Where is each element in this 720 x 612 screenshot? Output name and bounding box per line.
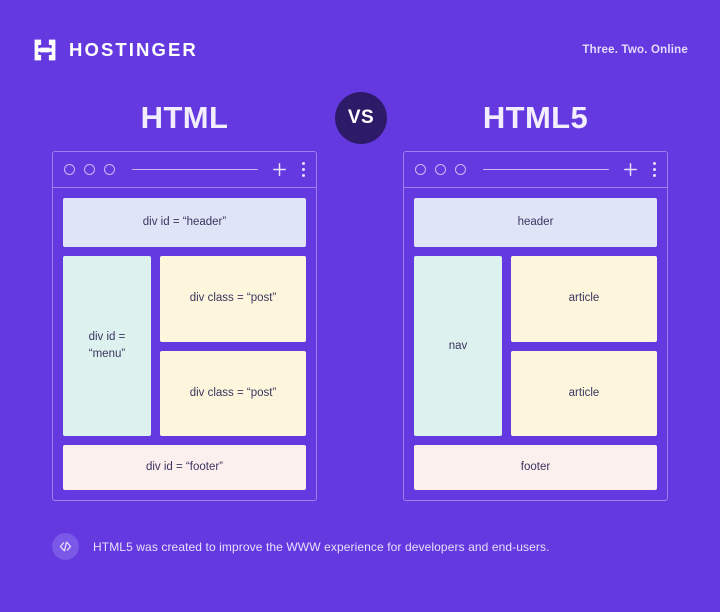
block-article-tag-1: article — [511, 256, 657, 342]
brand-logo[interactable]: HOSTINGER — [32, 37, 198, 63]
right-panel-title: HTML5 — [482, 100, 589, 135]
html5-layout-diagram: header nav article article footer — [404, 188, 667, 500]
html5-middle-row: nav article article — [414, 256, 657, 436]
window-dot-3[interactable] — [104, 164, 115, 175]
url-bar[interactable] — [483, 168, 609, 171]
browser-titlebar-left — [53, 152, 316, 188]
window-dot-3[interactable] — [455, 164, 466, 175]
block-footer-tag: footer — [414, 445, 657, 490]
window-dot-1[interactable] — [415, 164, 426, 175]
block-div-footer: div id = “footer” — [63, 445, 306, 490]
window-dot-1[interactable] — [64, 164, 75, 175]
block-div-post-2: div class = “post” — [160, 350, 306, 436]
html-browser-window: div id = “header” div id = “menu” div cla… — [52, 151, 317, 501]
html-posts-column: div class = “post” div class = “post” — [160, 256, 306, 436]
window-dot-2[interactable] — [84, 164, 95, 175]
code-brackets-icon — [52, 533, 79, 560]
left-panel-title: HTML — [140, 100, 229, 135]
block-div-header: div id = “header” — [63, 198, 306, 247]
html5-browser-window: header nav article article footer — [403, 151, 668, 501]
kebab-menu-icon[interactable] — [653, 162, 657, 177]
comparison-titles: HTML HTML5 — [0, 92, 720, 144]
brand-name: HOSTINGER — [69, 39, 198, 60]
block-article-tag-2: article — [511, 350, 657, 436]
top-bar: HOSTINGER Three. Two. Online — [32, 30, 688, 70]
url-bar[interactable] — [132, 168, 258, 171]
block-header-tag: header — [414, 198, 657, 247]
plus-icon[interactable] — [273, 163, 286, 176]
plus-icon[interactable] — [624, 163, 637, 176]
vs-badge: VS — [335, 92, 387, 144]
html5-articles-column: article article — [511, 256, 657, 436]
block-div-menu: div id = “menu” — [63, 256, 151, 436]
hostinger-h-logo-icon — [32, 37, 58, 63]
tagline: Three. Two. Online — [582, 44, 688, 56]
caption-bar: HTML5 was created to improve the WWW exp… — [52, 533, 550, 560]
browser-titlebar-right — [404, 152, 667, 188]
window-dot-2[interactable] — [435, 164, 446, 175]
html-layout-diagram: div id = “header” div id = “menu” div cla… — [53, 188, 316, 500]
block-nav-tag: nav — [414, 256, 502, 436]
block-div-post-1: div class = “post” — [160, 256, 306, 342]
block-div-menu-label: div id = “menu” — [88, 331, 126, 360]
html-middle-row: div id = “menu” div class = “post” div cl… — [63, 256, 306, 436]
caption-text: HTML5 was created to improve the WWW exp… — [93, 539, 550, 554]
kebab-menu-icon[interactable] — [302, 162, 306, 177]
